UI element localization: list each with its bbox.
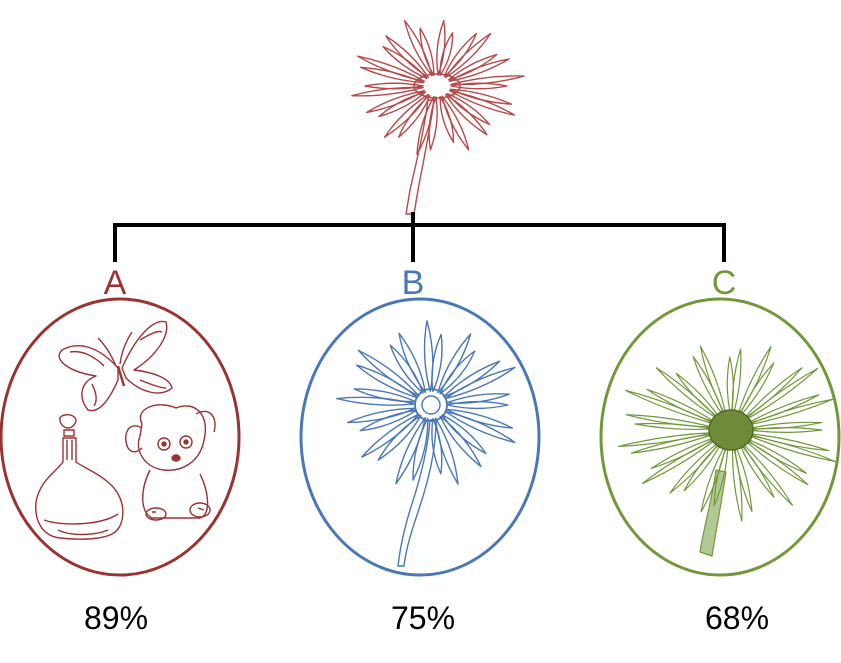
petal: [747, 434, 836, 463]
petal: [437, 333, 472, 394]
petal: [700, 442, 727, 513]
petal: [446, 92, 491, 126]
daisy-icon: [351, 19, 525, 215]
petal: [398, 94, 431, 138]
petal: [431, 333, 443, 393]
option-c-label: C: [711, 264, 737, 302]
petal: [748, 421, 823, 430]
option-a-circle: [0, 297, 241, 577]
petal: [359, 409, 417, 432]
petal: [364, 82, 424, 90]
petal: [444, 366, 516, 400]
option-b-label: B: [401, 264, 425, 302]
petal: [445, 32, 492, 79]
bottle-icon: [35, 414, 124, 540]
petal: [448, 90, 516, 116]
petal: [416, 95, 435, 156]
petal: [450, 75, 525, 86]
petal: [738, 442, 775, 498]
petal: [382, 45, 428, 80]
butterfly-icon: [58, 320, 173, 412]
petal: [650, 436, 717, 469]
petal: [669, 440, 721, 494]
petal: [441, 95, 470, 151]
petal: [353, 388, 417, 403]
petal: [439, 415, 482, 468]
petal: [444, 410, 516, 444]
petal: [617, 432, 714, 447]
petal: [446, 400, 509, 410]
petal: [419, 27, 435, 77]
petal: [378, 91, 427, 118]
petal: [740, 441, 793, 506]
option-a-percent: 89%: [83, 600, 149, 636]
connector-lines: [113, 212, 726, 262]
option-a-label: A: [103, 264, 127, 302]
petal: [377, 414, 422, 461]
petal: [447, 53, 498, 81]
daisy-sketch-icon: [617, 345, 836, 557]
option-c-percent: 68%: [704, 600, 770, 636]
petal: [731, 348, 742, 417]
petal: [445, 93, 488, 136]
petal: [646, 388, 717, 424]
petal: [439, 350, 476, 395]
option-b-circle: [299, 297, 541, 577]
petal: [692, 356, 725, 418]
petal: [395, 417, 426, 485]
petal: [743, 367, 819, 422]
petal: [431, 417, 443, 475]
petal: [436, 20, 446, 76]
petal: [736, 345, 772, 418]
petal: [738, 362, 775, 418]
daisy-outline-icon: [336, 320, 516, 567]
option-b-percent: 75%: [390, 600, 456, 636]
petal: [357, 349, 420, 397]
petal: [403, 19, 433, 77]
petal: [446, 393, 510, 404]
petal: [389, 344, 424, 394]
petal: [441, 414, 487, 455]
petal: [731, 443, 743, 522]
petal: [351, 86, 424, 97]
petal: [743, 438, 809, 486]
petal: [398, 332, 426, 393]
petal: [366, 90, 426, 114]
option-c-circle: [599, 297, 841, 577]
petal: [747, 398, 834, 426]
petal: [385, 35, 429, 79]
petal: [361, 413, 420, 458]
petal: [642, 438, 718, 484]
petal: [748, 427, 823, 433]
petal: [448, 58, 510, 82]
petal: [439, 95, 455, 143]
petal: [439, 32, 454, 77]
petal: [443, 360, 501, 398]
petal: [347, 407, 417, 424]
petal: [443, 32, 478, 78]
petal: [675, 372, 721, 420]
petal: [625, 414, 714, 428]
petal: [357, 55, 426, 82]
puppy-icon: [124, 404, 216, 521]
petal: [699, 345, 727, 418]
petal: [383, 93, 429, 138]
